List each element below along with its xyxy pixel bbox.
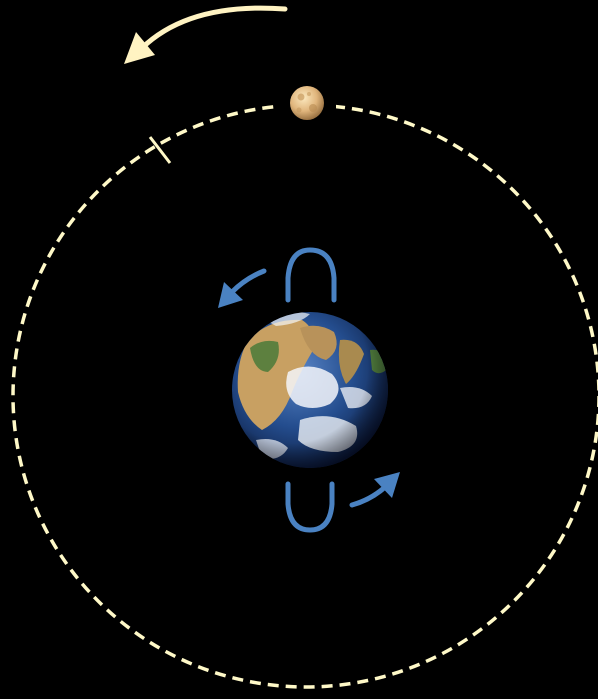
moon-motion-arrow-icon <box>124 5 288 64</box>
rotation-arrow-bottom-right-icon <box>349 472 400 508</box>
rotation-loop-bottom-icon <box>285 481 335 533</box>
moon-icon <box>290 86 324 120</box>
earth-icon <box>232 312 388 468</box>
orbit-tick-mark <box>148 136 172 164</box>
rotation-arrow-top-left-icon <box>218 268 267 308</box>
rotation-loop-top-icon <box>285 247 337 303</box>
